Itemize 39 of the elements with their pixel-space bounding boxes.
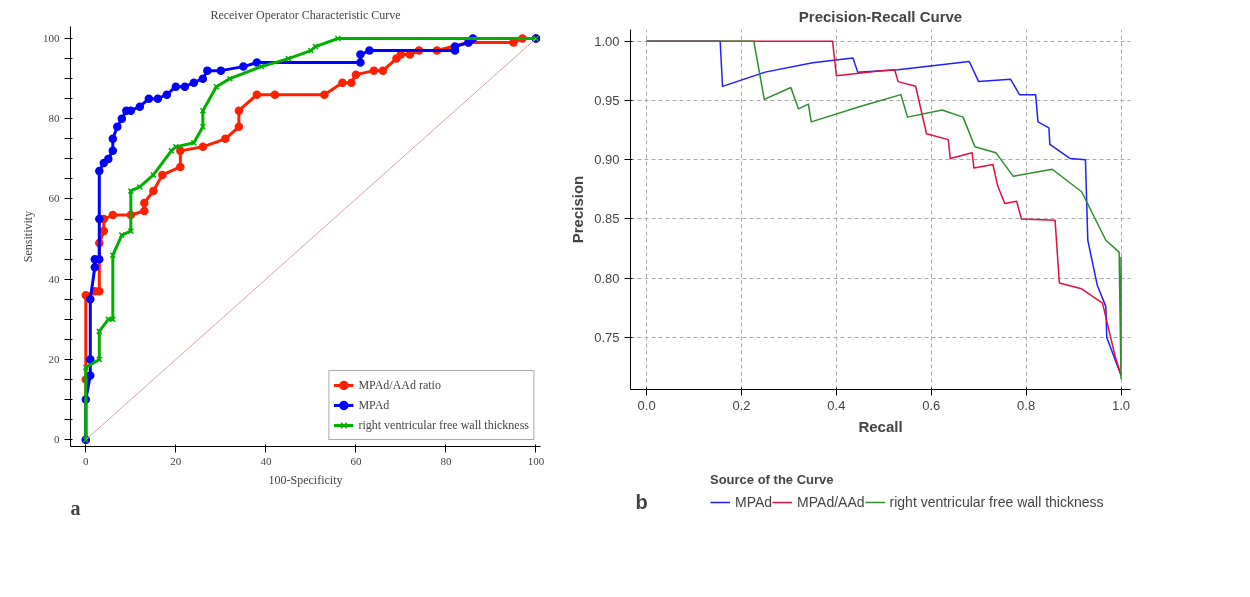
- x-tick-label: 40: [260, 454, 272, 467]
- legend-title: Source of the Curve: [710, 472, 835, 487]
- y-tick-label: 0: [54, 433, 60, 446]
- y-tick-label: 80: [48, 112, 60, 125]
- y-tick-label: 100: [43, 32, 60, 45]
- y-tick-label: 1.00: [594, 33, 620, 49]
- y-tick-label: 60: [48, 192, 60, 205]
- text: b: [635, 490, 648, 513]
- y-tick-label: 20: [48, 352, 60, 365]
- y-axis-title: Sensitivity: [21, 210, 35, 263]
- y-tick-label: 40: [48, 272, 60, 285]
- x-tick-label: 0.8: [1017, 397, 1036, 413]
- y-tick-label: 0.90: [594, 152, 620, 168]
- y-tick-label: 0.80: [594, 270, 620, 286]
- chart-title: Receiver Operator Characteristic Curve: [210, 7, 401, 22]
- x-tick-label: 60: [350, 454, 362, 467]
- y-tick-label: 0.75: [594, 329, 620, 345]
- x-tick-label: 100: [527, 454, 545, 467]
- x-tick-label: 1.0: [1111, 397, 1131, 413]
- x-tick-label: 0.6: [922, 397, 941, 413]
- y-tick-label: 0.95: [594, 93, 620, 109]
- legend-label: right ventricular free wall thickness: [358, 417, 529, 433]
- legend-label: right ventricular free wall thickness: [889, 494, 1104, 510]
- legend-label: MPAd: [735, 494, 773, 510]
- y-axis-title: Precision: [569, 175, 587, 244]
- y-tick-label: 0.85: [594, 211, 620, 227]
- x-tick-label: 80: [440, 454, 452, 467]
- legend-label: MPAd: [358, 397, 390, 413]
- legend-label: MPAd/AAd: [797, 494, 865, 510]
- text: a: [70, 496, 81, 519]
- x-tick-label: 20: [170, 454, 182, 467]
- x-axis-title: 100-Specificity: [268, 472, 343, 487]
- x-tick-label: 0.2: [732, 397, 751, 413]
- x-axis-title: Recall: [858, 417, 903, 435]
- x-tick-label: 0.4: [827, 397, 846, 413]
- legend-label: MPAd/AAd ratio: [358, 377, 441, 393]
- chart-title: Precision-Recall Curve: [798, 7, 963, 25]
- x-tick-label: 0: [83, 454, 90, 467]
- x-tick-label: 0.0: [637, 397, 656, 413]
